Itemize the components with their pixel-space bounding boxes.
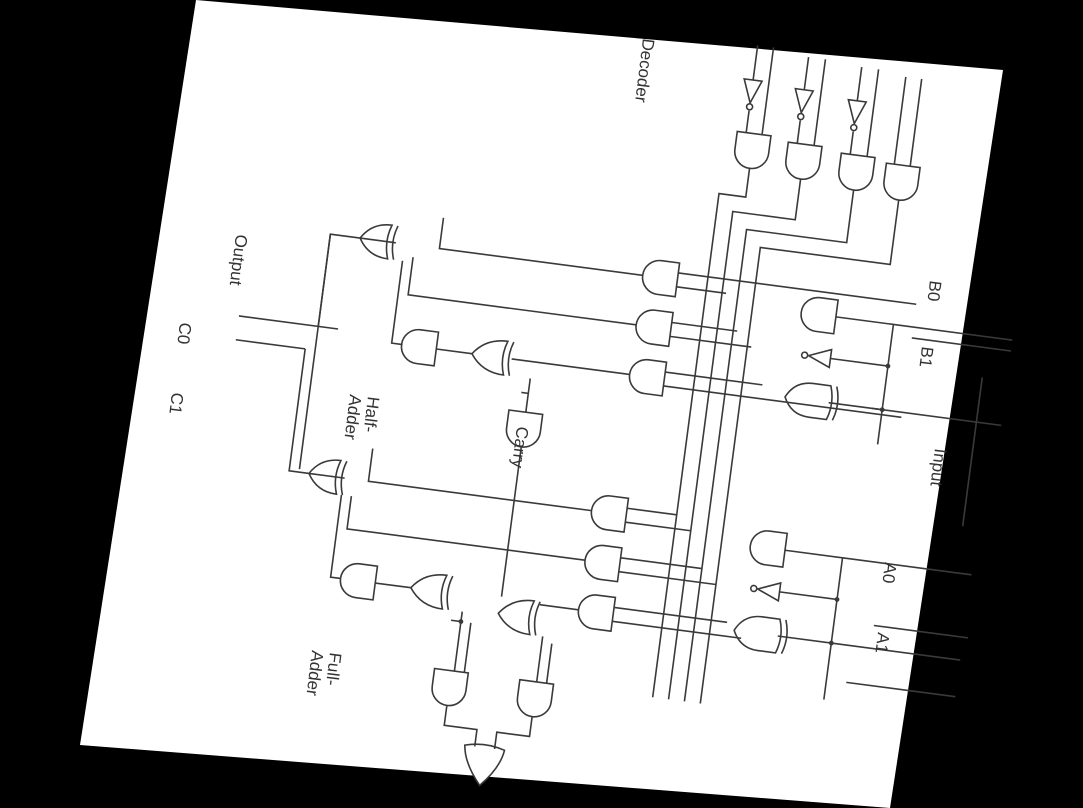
output-c1-line <box>235 338 306 350</box>
paper-sheet <box>80 0 1003 808</box>
decoder-and-3 <box>838 152 876 192</box>
lower-right-xor <box>733 615 788 655</box>
upper-right-xor <box>784 382 839 421</box>
upper-and-3 <box>628 358 668 397</box>
decoder <box>651 45 923 704</box>
full-adder-xor-1 <box>409 574 449 610</box>
full-adder-and <box>339 562 379 601</box>
lower-block <box>288 348 972 787</box>
a1-label: A1 <box>871 632 892 655</box>
input-a1-line <box>846 681 956 698</box>
full-adder-label-1: Full- <box>322 652 345 687</box>
upper-and-1 <box>641 259 681 298</box>
b0-label: B0 <box>923 280 944 303</box>
upper-right-and <box>800 296 840 335</box>
lower-and-1 <box>590 495 630 533</box>
a0-label: A0 <box>878 562 899 585</box>
circuit <box>235 45 1013 787</box>
full-adder-xor-2 <box>497 599 536 636</box>
upper-block <box>298 217 1013 597</box>
carry-out-and-2 <box>516 678 555 718</box>
c0-label: C0 <box>173 322 195 346</box>
input-label: Input <box>926 448 950 488</box>
lower-and-2 <box>584 544 623 583</box>
input-b1-line <box>961 377 984 527</box>
carry-and <box>505 409 544 448</box>
half-adder-xor <box>471 340 510 376</box>
lower-right-and <box>749 530 789 568</box>
input-a0-line <box>873 624 969 639</box>
decoder-and-1 <box>734 130 772 170</box>
input-b0-line <box>911 337 1012 352</box>
carry-out-and-1 <box>431 667 470 707</box>
lower-right-inverter <box>749 581 782 603</box>
carry-label: Carry <box>508 426 532 470</box>
carry-out-or <box>464 743 506 787</box>
upper-right-inverter <box>800 348 833 369</box>
decoder-and-4 <box>883 162 922 201</box>
b1-label: B1 <box>915 346 936 369</box>
half-adder-label-1: Half- <box>360 396 383 434</box>
decoder-and-2 <box>785 141 823 180</box>
lower-and-3 <box>577 594 617 633</box>
half-adder-and <box>400 328 440 367</box>
c1-label: C1 <box>165 392 187 416</box>
labels: Decoder Output C0 C1 Half- Adder Carry F… <box>165 38 950 698</box>
output-c0-line <box>238 234 339 330</box>
upper-and-2 <box>635 309 674 348</box>
